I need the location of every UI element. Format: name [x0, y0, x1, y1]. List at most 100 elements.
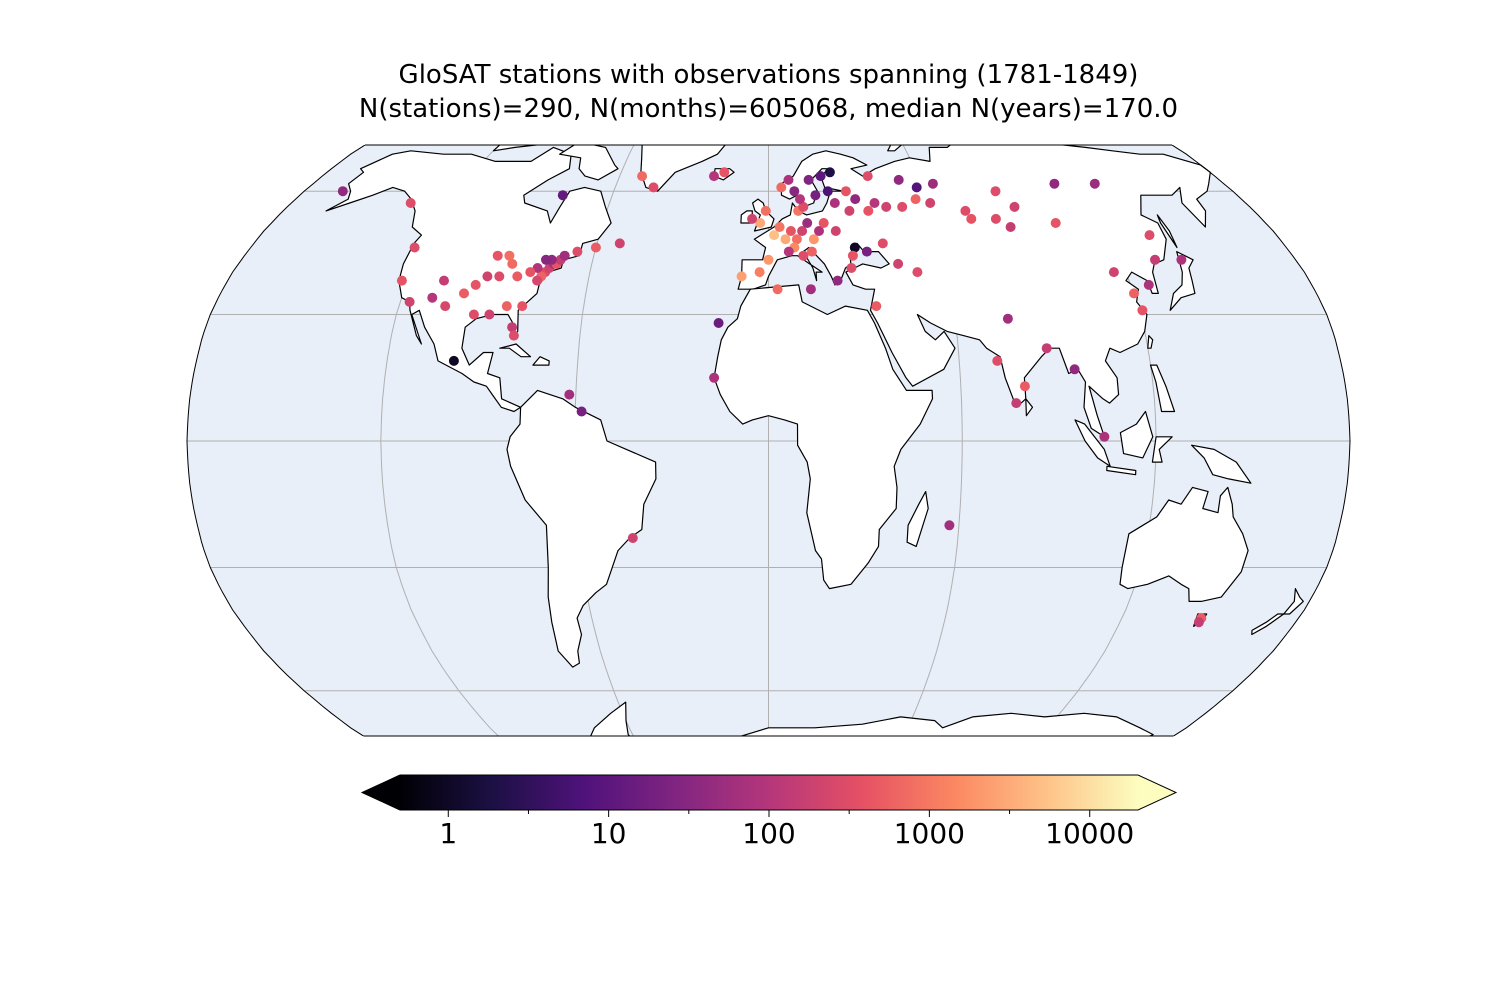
land-masses	[325, 117, 1304, 736]
station-marker	[1069, 364, 1080, 375]
station-marker	[507, 258, 518, 269]
station-marker	[805, 284, 816, 295]
station-marker	[1143, 279, 1154, 290]
station-marker	[893, 174, 904, 185]
station-marker	[862, 171, 873, 182]
station-marker	[910, 194, 921, 205]
colorbar-ticks: 1 10 100 1000 10000	[439, 810, 1134, 850]
landmass-sakhalin	[1156, 214, 1178, 249]
station-marker	[614, 238, 625, 249]
station-marker	[439, 275, 449, 286]
station-marker	[911, 182, 922, 193]
station-marker	[590, 242, 601, 253]
chart-title: GloSAT stations with observations spanni…	[0, 58, 1500, 126]
station-marker	[877, 238, 888, 249]
landmass-baffin	[559, 145, 619, 181]
station-marker	[517, 301, 528, 312]
station-marker	[576, 406, 587, 417]
station-marker	[427, 292, 438, 303]
landmass-sulawesi	[1151, 436, 1173, 463]
station-marker	[1099, 431, 1110, 442]
landmass-nz-south	[1251, 613, 1285, 636]
station-marker	[459, 288, 469, 299]
station-marker	[960, 205, 971, 216]
station-marker	[1049, 178, 1060, 189]
station-marker	[559, 250, 570, 261]
station-marker	[798, 201, 809, 212]
station-marker	[404, 296, 415, 307]
station-marker	[815, 171, 826, 182]
landmass-ellesmere	[582, 117, 642, 128]
landmass-greenland	[640, 145, 726, 192]
station-marker	[847, 250, 858, 261]
station-marker	[564, 389, 575, 400]
station-marker	[501, 301, 512, 312]
station-marker	[1137, 305, 1148, 316]
colorbar-tick-label: 1000	[894, 817, 965, 850]
station-marker	[797, 226, 808, 236]
station-marker	[1150, 254, 1160, 265]
station-marker	[818, 218, 829, 228]
station-marker	[822, 186, 833, 197]
station-marker	[863, 205, 874, 216]
station-marker	[448, 355, 459, 366]
station-marker	[532, 263, 543, 273]
landmass-madagascar	[906, 491, 929, 547]
station-marker	[512, 271, 523, 282]
landmass-north-america	[325, 146, 612, 413]
landmass-borneo	[1119, 410, 1154, 459]
station-marker	[532, 275, 543, 286]
station-marker	[808, 234, 819, 245]
station-marker	[525, 267, 536, 278]
station-marker	[747, 213, 758, 224]
station-marker	[1193, 617, 1204, 628]
landmass-south-america	[506, 389, 657, 668]
station-marker	[637, 171, 648, 182]
colorbar-gradient	[400, 775, 1138, 810]
landmass-hispaniola	[532, 356, 550, 366]
landmass-australia	[1119, 486, 1249, 602]
station-marker	[492, 250, 503, 261]
station-marker	[541, 254, 551, 265]
station-marker	[871, 301, 882, 312]
landmass-eurasia	[737, 145, 1211, 438]
station-marker	[494, 271, 505, 282]
station-marker	[990, 186, 1001, 197]
station-marker	[337, 186, 348, 197]
station-marker	[830, 226, 841, 236]
station-marker	[814, 226, 824, 236]
station-marker	[966, 213, 977, 224]
station-marker	[627, 533, 638, 543]
station-marker	[840, 186, 851, 197]
title-line-1: GloSAT stations with observations spanni…	[398, 60, 1139, 90]
station-marker	[396, 275, 407, 286]
station-marker	[861, 246, 872, 257]
station-marker	[783, 246, 794, 257]
map-flat-edges	[363, 144, 1174, 737]
station-marker	[405, 198, 416, 208]
station-marker	[806, 246, 817, 257]
station-marker	[504, 250, 515, 261]
station-marker	[992, 355, 1003, 366]
station-marker	[785, 226, 796, 236]
station-marker	[791, 234, 802, 245]
colorbar-tick-label: 1	[439, 817, 457, 850]
station-marker	[912, 267, 923, 278]
landmass-sri-lanka	[1025, 398, 1034, 417]
station-marker	[850, 194, 861, 205]
station-marker	[709, 372, 720, 383]
station-marker	[1144, 230, 1155, 241]
station-marker	[1108, 267, 1119, 278]
station-marker	[927, 178, 938, 189]
station-marker	[776, 182, 787, 193]
station-marker	[780, 234, 791, 245]
landmass-new-guinea	[1191, 444, 1252, 484]
station-marker	[803, 174, 814, 185]
station-marker	[508, 330, 519, 341]
station-marker	[925, 198, 936, 208]
station-marker	[769, 230, 780, 241]
station-marker	[1002, 313, 1013, 324]
station-marker	[944, 520, 955, 531]
station-marker	[468, 309, 479, 320]
station-marker	[763, 254, 774, 265]
